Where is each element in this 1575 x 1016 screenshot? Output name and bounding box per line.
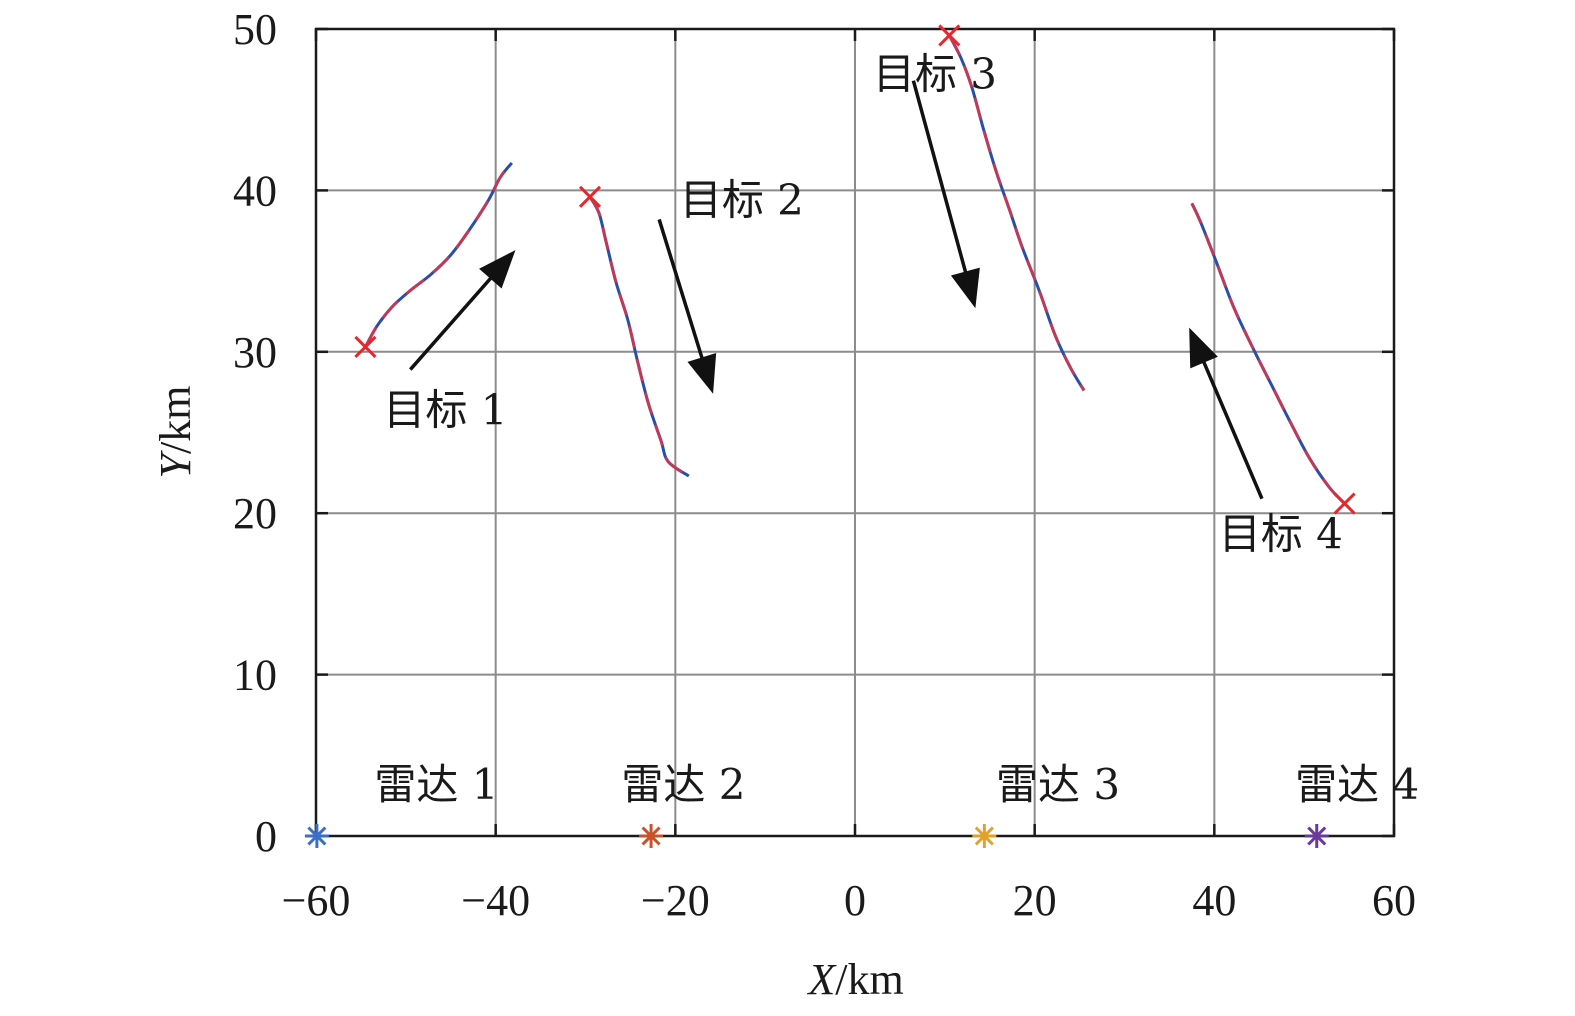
target-4-label: 目标 4 (1219, 510, 1343, 559)
y-tick-label: 0 (255, 812, 277, 861)
y-axis-title: Y/km (151, 386, 200, 479)
target-2-start-marker (578, 185, 602, 208)
radar-1-marker (304, 824, 329, 848)
target-2-estimate (588, 196, 690, 478)
markers (304, 24, 1356, 848)
target-1-arrow-shaft (409, 274, 495, 371)
x-stroke (354, 335, 377, 359)
x-tick-label: 20 (1013, 876, 1057, 925)
target-3-arrow-shaft (911, 80, 969, 276)
target-1-arrow-head (479, 250, 516, 289)
radar-4-marker (1304, 824, 1329, 848)
radar-2-marker (639, 824, 664, 848)
target-tracks (364, 34, 1346, 505)
x-axis-title: X/km (806, 955, 903, 1004)
target-3-label: 目标 3 (873, 50, 997, 99)
target-4-start-marker (1333, 492, 1356, 515)
target-3-estimate (947, 34, 1086, 392)
y-tick-label: 50 (233, 5, 277, 54)
asterisk-stroke (641, 826, 661, 846)
radar-3-marker (972, 824, 997, 848)
target-3-start-marker (938, 24, 961, 47)
y-tick-label: 30 (233, 328, 277, 377)
x-stroke (1333, 492, 1356, 515)
target-4-arrow-head (1189, 327, 1218, 369)
annotations: 目标 1 目标 2 目标 3 目标 4 雷达 1 雷达 2 雷达 3 雷达 4 (374, 50, 1419, 809)
y-tick-label: 20 (233, 489, 277, 538)
tick-labels: −60 −40 −20 0 20 40 60 0 10 20 30 40 50 (233, 5, 1416, 925)
x-tick-label: −40 (461, 876, 530, 925)
x-stroke (938, 24, 961, 47)
x-tick-label: 40 (1192, 876, 1236, 925)
target-1-start-marker (354, 335, 377, 359)
radar-1-label: 雷达 1 (374, 760, 498, 809)
x-stroke (578, 185, 602, 208)
target-2-label: 目标 2 (680, 176, 804, 225)
target-4-estimate (1190, 202, 1346, 505)
y-tick-label: 10 (233, 651, 277, 700)
direction-arrows (409, 80, 1264, 500)
y-tick-label: 40 (233, 166, 277, 215)
radar-2-label: 雷达 2 (621, 760, 745, 809)
x-tick-label: −20 (641, 876, 710, 925)
target-4-arrow-shaft (1200, 358, 1264, 500)
asterisk-stroke (1307, 826, 1327, 846)
radar-4-label: 雷达 4 (1295, 760, 1419, 809)
x-tick-label: −60 (282, 876, 351, 925)
asterisk-stroke (974, 826, 994, 846)
x-tick-label: 0 (844, 876, 866, 925)
target-1-label: 目标 1 (383, 385, 507, 434)
radar-3-label: 雷达 3 (996, 760, 1120, 809)
target-1-estimate (364, 162, 514, 348)
grid-lines (316, 29, 1394, 836)
x-tick-label: 60 (1372, 876, 1416, 925)
target-2-arrow-head (687, 353, 717, 394)
target-2-arrow-shaft (657, 218, 705, 362)
asterisk-stroke (307, 826, 327, 846)
target-3-arrow-head (950, 267, 980, 309)
